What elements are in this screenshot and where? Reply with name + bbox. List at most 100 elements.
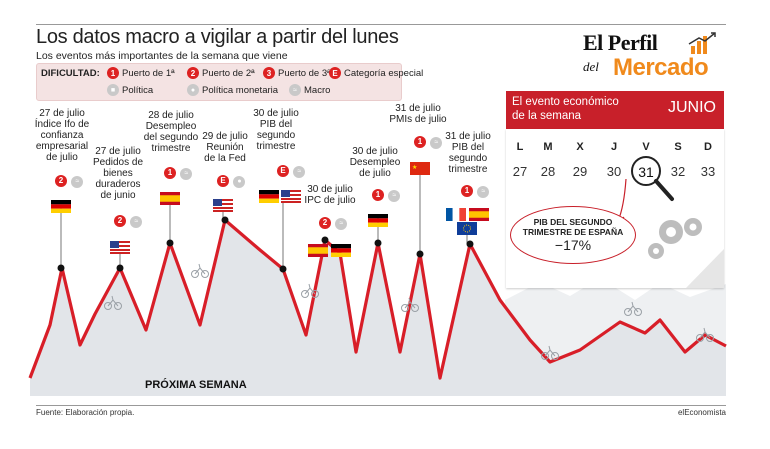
- day-label: J: [610, 141, 618, 153]
- el-perfil-del-mercado-logo: El Perfil del Mercado: [583, 30, 733, 85]
- macro-icon: ≈: [335, 217, 348, 230]
- day-number: 33: [700, 164, 716, 179]
- flag-eu-icon: [457, 222, 477, 235]
- macro-icon: ≈: [477, 185, 490, 198]
- event-label-fed: 29 de julio Reunión de la Fed: [202, 131, 248, 164]
- event-marker-pmi: 1 ≈: [414, 131, 443, 149]
- flag-germany-icon: [51, 200, 71, 213]
- event-marker-desempleo-de: 1 ≈: [372, 184, 401, 202]
- flag-germany-icon: [259, 190, 279, 203]
- legend-text: Puerto de 2ª: [202, 67, 255, 79]
- event-label-desempleo-de: 30 de julio Desempleo de julio: [349, 146, 401, 179]
- pib-callout: PIB DEL SEGUNDO TRIMESTRE DE ESPAÑA −17%: [510, 206, 636, 264]
- day-number: 29: [572, 164, 588, 179]
- event-marker-fed: E ●: [217, 170, 246, 188]
- magnifier-icon: [654, 179, 674, 201]
- legend-text: Puerto de 3ª: [278, 67, 331, 79]
- badge-3-icon: 3: [263, 67, 275, 79]
- calendar-header: El evento económico de la semana JUNIO: [506, 91, 724, 129]
- day-number: 27: [512, 164, 528, 179]
- magnifier-and-gears: [615, 156, 724, 288]
- day-number: 32: [670, 164, 686, 179]
- event-label-pmi: 31 de julio PMIs de julio: [389, 103, 447, 125]
- legend-text: Categoría especial: [344, 67, 424, 79]
- difficulty-badge-icon: 1: [414, 135, 426, 148]
- politica-monetaria-icon: ●: [233, 175, 246, 188]
- mountain-silhouette: [30, 220, 726, 396]
- day-number: 28: [540, 164, 556, 179]
- calendar-month: JUNIO: [668, 99, 716, 116]
- flag-china-icon: ★: [410, 162, 430, 175]
- flag-usa-icon: [213, 199, 233, 212]
- legend-item-1: 1 Puerto de 1ª: [107, 67, 175, 79]
- flag-spain-icon: [308, 244, 328, 257]
- legend-label-wrap: DIFICULTAD:: [41, 68, 100, 79]
- politica-monetaria-icon: ●: [187, 84, 199, 96]
- legend-text: Macro: [304, 84, 331, 96]
- flag-spain-icon: [469, 208, 489, 221]
- pib-callout-value: −17%: [554, 237, 592, 253]
- logo-line-1: El Perfil: [583, 30, 658, 55]
- day-label: D: [704, 141, 712, 153]
- calendar-body: L M X J V S D 27 28 29 30 31 32 33: [506, 129, 724, 288]
- top-rule: [36, 24, 726, 25]
- politica-icon: ■: [107, 84, 119, 96]
- day-label: L: [516, 141, 524, 153]
- event-label-pib-de-us: 30 de julio PIB del segundo trimestre: [253, 108, 299, 152]
- page-subtitle: Los eventos más importantes de la semana…: [36, 50, 288, 62]
- day-number: 30: [606, 164, 622, 179]
- difficulty-badge-icon: E: [277, 164, 289, 177]
- logo-line-2: del: [583, 59, 599, 74]
- source-note: Fuente: Elaboración propia.: [36, 408, 135, 417]
- cyclist-icons: [104, 263, 714, 360]
- week-label: PRÓXIMA SEMANA: [145, 379, 247, 391]
- event-marker-ipc: 2 ≈: [319, 212, 348, 230]
- legend-text: Política monetaria: [202, 84, 279, 96]
- flag-spain-icon: [160, 192, 180, 205]
- legend-item-e: E Categoría especial: [329, 67, 423, 79]
- event-marker-desempleo-es: 1 ≈: [164, 162, 193, 180]
- badge-1-icon: 1: [107, 67, 119, 79]
- pib-callout-text: PIB DEL SEGUNDO TRIMESTRE DE ESPAÑA: [522, 217, 624, 237]
- event-marker-pib-de-us: E ≈: [277, 160, 306, 178]
- day-label: V: [642, 141, 650, 153]
- macro-icon: ≈: [430, 136, 443, 149]
- day-number-highlight: 31: [638, 164, 654, 180]
- flag-germany-icon: [331, 244, 351, 257]
- event-label-pedidos: 27 de julio Pedidos de bienes duraderos …: [92, 146, 144, 201]
- flag-usa-icon: [281, 190, 301, 203]
- logo-line-3: Mercado: [613, 54, 709, 81]
- legend-item-politica: ■ Política: [107, 84, 153, 96]
- event-label-pib-fr-es-eu: 31 de julio PIB del segundo trimestre: [445, 131, 491, 175]
- legend-item-3: 3 Puerto de 3ª: [263, 67, 331, 79]
- day-label: X: [576, 141, 584, 153]
- event-marker-pedidos: 2 ≈: [114, 210, 143, 228]
- difficulty-badge-icon: 2: [55, 174, 67, 187]
- macro-icon: ≈: [289, 84, 301, 96]
- difficulty-badge-icon: 1: [461, 184, 473, 197]
- brand-credit: elEconomista: [677, 408, 726, 417]
- difficulty-badge-icon: 2: [114, 214, 126, 227]
- difficulty-badge-icon: 2: [319, 216, 331, 229]
- event-marker-pib-fr-es-eu: 1 ≈: [461, 180, 490, 198]
- legend-item-2: 2 Puerto de 2ª: [187, 67, 255, 79]
- legend-label: DIFICULTAD:: [41, 68, 100, 79]
- legend-text: Política: [122, 84, 154, 96]
- bottom-rule: [36, 405, 726, 406]
- gears-icon: [648, 218, 702, 259]
- event-label-desempleo-es: 28 de julio Desempleo del segundo trimes…: [143, 110, 199, 154]
- macro-icon: ≈: [388, 189, 401, 202]
- event-label-ipc: 30 de julio IPC de julio: [304, 184, 356, 206]
- event-marker-ifo: 2 ≈: [55, 170, 84, 188]
- difficulty-badge-icon: E: [217, 174, 229, 187]
- difficulty-legend: DIFICULTAD: 1 Puerto de 1ª 2 Puerto de 2…: [36, 63, 423, 101]
- day-label: M: [543, 141, 553, 153]
- flag-germany-icon: [368, 214, 388, 227]
- event-label-ifo: 27 de julio Índice Ifo de confianza empr…: [34, 108, 90, 163]
- badge-e-icon: E: [329, 67, 341, 79]
- page-title: Los datos macro a vigilar a partir del l…: [36, 26, 399, 48]
- calendar-title: El evento económico de la semana: [512, 96, 619, 122]
- difficulty-badge-icon: 1: [164, 166, 176, 179]
